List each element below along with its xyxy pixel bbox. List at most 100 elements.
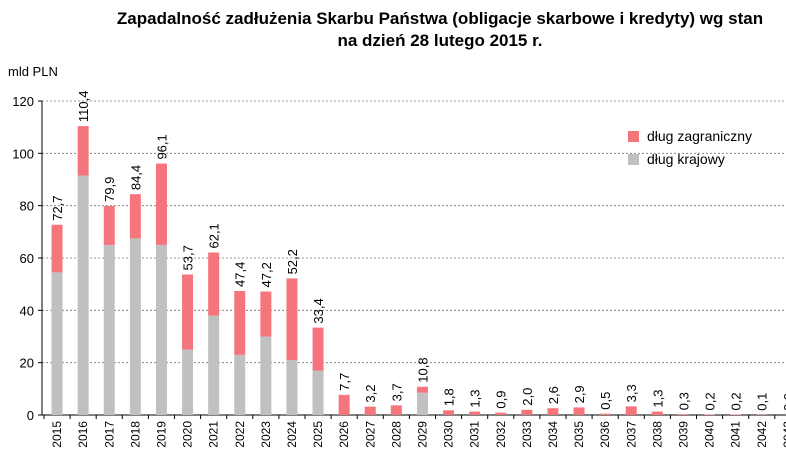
bar-dlug-zagraniczny [77,126,89,176]
chart-subtitle: na dzień 28 lutego 2015 r. [337,31,543,50]
legend-swatch-dlug-zagraniczny [628,131,639,142]
data-label: 52,2 [285,249,300,274]
data-label: 79,9 [102,177,117,202]
x-tick-label: 2034 [546,421,560,448]
data-label: 3,2 [363,385,378,403]
legend-label-dlug-krajowy: dług krajowy [647,151,725,167]
bar-dlug-zagraniczny [416,386,428,393]
bar-dlug-zagraniczny [129,194,141,239]
bar-dlug-zagraniczny [469,411,481,415]
bar-dlug-zagraniczny [573,407,585,415]
x-tick-label: 2031 [468,421,482,448]
x-tick-label: 2024 [285,421,299,448]
bar-dlug-zagraniczny [730,414,742,415]
y-tick-label: 20 [20,356,34,371]
data-label: 0,0 [781,393,786,411]
x-tick-label: 2038 [650,421,664,448]
data-label: 3,7 [389,383,404,401]
x-tick-label: 2025 [311,421,325,448]
legend-label-dlug-zagraniczny: dług zagraniczny [647,128,752,144]
bar-dlug-krajowy [260,336,272,415]
y-tick-label: 80 [20,199,34,214]
bar-dlug-krajowy [129,238,141,415]
bar-dlug-krajowy [208,315,220,415]
x-tick-label: 2037 [624,421,638,448]
data-label: 47,4 [233,262,248,287]
bar-dlug-krajowy [182,349,194,415]
bar-dlug-zagraniczny [312,327,324,371]
bar-dlug-zagraniczny [103,205,115,245]
data-label: 0,3 [676,392,691,410]
chart-title: Zapadalność zadłużenia Skarbu Państwa (o… [116,9,764,28]
data-label: 96,1 [154,134,169,159]
data-label: 84,4 [128,165,143,190]
x-tick-label: 2043 [781,421,786,448]
bar-dlug-zagraniczny [651,411,663,415]
data-label: 47,2 [259,262,274,287]
bar-dlug-zagraniczny [155,163,167,245]
x-tick-label: 2029 [415,421,429,448]
bar-dlug-zagraniczny [704,414,716,415]
x-tick-label: 2020 [181,421,195,448]
bar-dlug-zagraniczny [364,406,376,415]
bar-dlug-zagraniczny [182,274,194,350]
bar-dlug-krajowy [286,360,298,415]
bar-dlug-zagraniczny [51,224,63,273]
data-label: 2,0 [520,388,535,406]
bar-dlug-krajowy [51,272,63,415]
x-tick-label: 2026 [337,421,351,448]
x-tick-label: 2033 [520,421,534,448]
bar-dlug-zagraniczny [260,291,272,337]
bar-dlug-krajowy [312,370,324,415]
bar-dlug-zagraniczny [234,290,246,355]
data-label: 1,3 [650,390,665,408]
y-tick-label: 100 [12,146,34,161]
x-tick-label: 2032 [494,421,508,448]
data-label: 2,6 [546,386,561,404]
legend-swatch-dlug-krajowy [628,154,639,165]
bar-dlug-zagraniczny [599,413,611,415]
data-label: 10,8 [415,357,430,382]
data-label: 0,9 [494,391,509,409]
x-tick-label: 2035 [572,421,586,448]
bar-dlug-zagraniczny [338,394,350,415]
y-tick-label: 40 [20,303,34,318]
bar-dlug-zagraniczny [208,252,220,316]
x-tick-label: 2017 [102,421,116,448]
data-label: 0,2 [703,392,718,410]
x-tick-label: 2028 [389,421,403,448]
y-axis-unit-label: mld PLN [8,64,58,79]
data-label: 0,2 [729,392,744,410]
bar-dlug-zagraniczny [495,412,507,415]
x-tick-label: 2027 [363,421,377,448]
x-tick-label: 2016 [76,421,90,448]
data-label: 7,7 [337,373,352,391]
data-label: 33,4 [311,298,326,323]
bar-dlug-krajowy [416,392,428,415]
x-tick-label: 2021 [207,421,221,448]
x-tick-label: 2030 [442,421,456,448]
x-tick-label: 2039 [676,421,690,448]
x-tick-label: 2019 [154,421,168,448]
x-tick-label: 2023 [259,421,273,448]
x-tick-label: 2015 [50,421,64,448]
x-tick-label: 2042 [755,421,769,448]
x-tick-label: 2041 [729,421,743,448]
y-tick-label: 0 [27,408,34,423]
y-tick-label: 120 [12,94,34,109]
bar-dlug-zagraniczny [625,406,637,415]
data-label: 62,1 [207,223,222,248]
bar-dlug-zagraniczny [547,408,559,415]
x-tick-label: 2022 [233,421,247,448]
bar-dlug-krajowy [234,354,246,415]
data-label: 72,7 [50,195,65,220]
bar-dlug-krajowy [103,244,115,415]
data-label: 0,1 [755,393,770,411]
x-tick-label: 2040 [703,421,717,448]
data-label: 53,7 [181,245,196,270]
y-tick-label: 60 [20,251,34,266]
bar-dlug-zagraniczny [521,409,533,415]
bar-dlug-krajowy [155,244,167,415]
x-tick-label: 2036 [598,421,612,448]
